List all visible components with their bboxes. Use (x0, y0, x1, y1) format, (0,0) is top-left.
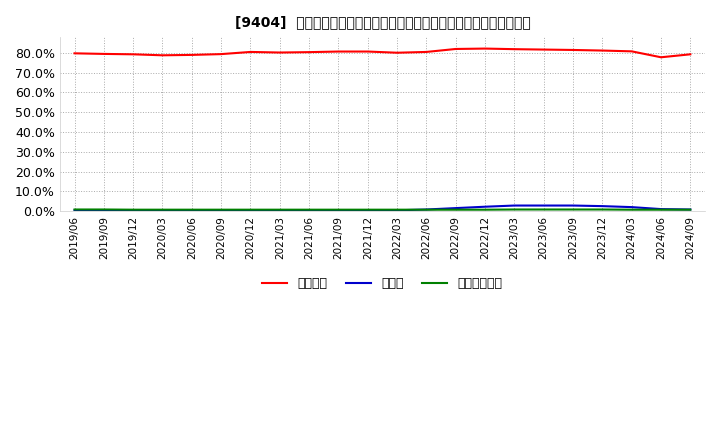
Legend: 自己資本, のれん, 繰延税金資産: 自己資本, のれん, 繰延税金資産 (258, 272, 508, 295)
Title: [9404]  自己資本、のれん、繰延税金資産の総資産に対する比率の推移: [9404] 自己資本、のれん、繰延税金資産の総資産に対する比率の推移 (235, 15, 531, 29)
繰延税金資産 (569, 207, 577, 212)
繰延税金資産 (99, 207, 108, 212)
のれん (393, 208, 402, 213)
繰延税金資産 (686, 207, 695, 213)
自己資本 (187, 52, 196, 58)
のれん (451, 205, 460, 211)
自己資本 (539, 47, 548, 52)
のれん (187, 208, 196, 213)
自己資本 (422, 49, 431, 55)
のれん (510, 203, 518, 208)
自己資本 (364, 49, 372, 54)
のれん (305, 208, 313, 213)
繰延税金資産 (276, 207, 284, 213)
自己資本 (334, 49, 343, 54)
のれん (129, 208, 138, 213)
繰延税金資産 (187, 207, 196, 213)
のれん (217, 208, 225, 213)
自己資本 (246, 49, 255, 55)
自己資本 (71, 51, 79, 56)
自己資本 (686, 51, 695, 57)
繰延税金資産 (451, 207, 460, 213)
自己資本 (510, 47, 518, 52)
繰延税金資産 (539, 207, 548, 212)
のれん (364, 207, 372, 213)
繰延税金資産 (364, 207, 372, 213)
繰延税金資産 (71, 207, 79, 212)
自己資本 (627, 49, 636, 54)
のれん (481, 204, 490, 209)
自己資本 (569, 48, 577, 53)
自己資本 (305, 49, 313, 55)
のれん (598, 203, 607, 209)
自己資本 (481, 46, 490, 51)
のれん (276, 207, 284, 213)
のれん (99, 208, 108, 213)
のれん (158, 208, 167, 213)
繰延税金資産 (334, 207, 343, 213)
のれん (539, 203, 548, 208)
自己資本 (276, 50, 284, 55)
のれん (569, 203, 577, 208)
のれん (686, 207, 695, 212)
繰延税金資産 (246, 207, 255, 213)
繰延税金資産 (627, 207, 636, 213)
繰延税金資産 (217, 207, 225, 213)
自己資本 (657, 55, 665, 60)
のれん (422, 207, 431, 212)
自己資本 (158, 53, 167, 58)
Line: 自己資本: 自己資本 (75, 48, 690, 57)
繰延税金資産 (510, 207, 518, 212)
自己資本 (217, 51, 225, 57)
自己資本 (451, 46, 460, 51)
のれん (71, 208, 79, 213)
自己資本 (99, 51, 108, 57)
繰延税金資産 (129, 207, 138, 213)
繰延税金資産 (598, 207, 607, 212)
繰延税金資産 (158, 207, 167, 213)
のれん (627, 205, 636, 210)
Line: のれん: のれん (75, 205, 690, 210)
繰延税金資産 (422, 207, 431, 213)
自己資本 (598, 48, 607, 53)
のれん (334, 208, 343, 213)
のれん (657, 206, 665, 212)
のれん (246, 208, 255, 213)
繰延税金資産 (481, 207, 490, 213)
自己資本 (129, 51, 138, 57)
繰延税金資産 (393, 207, 402, 213)
自己資本 (393, 50, 402, 55)
繰延税金資産 (305, 207, 313, 213)
繰延税金資産 (657, 207, 665, 213)
